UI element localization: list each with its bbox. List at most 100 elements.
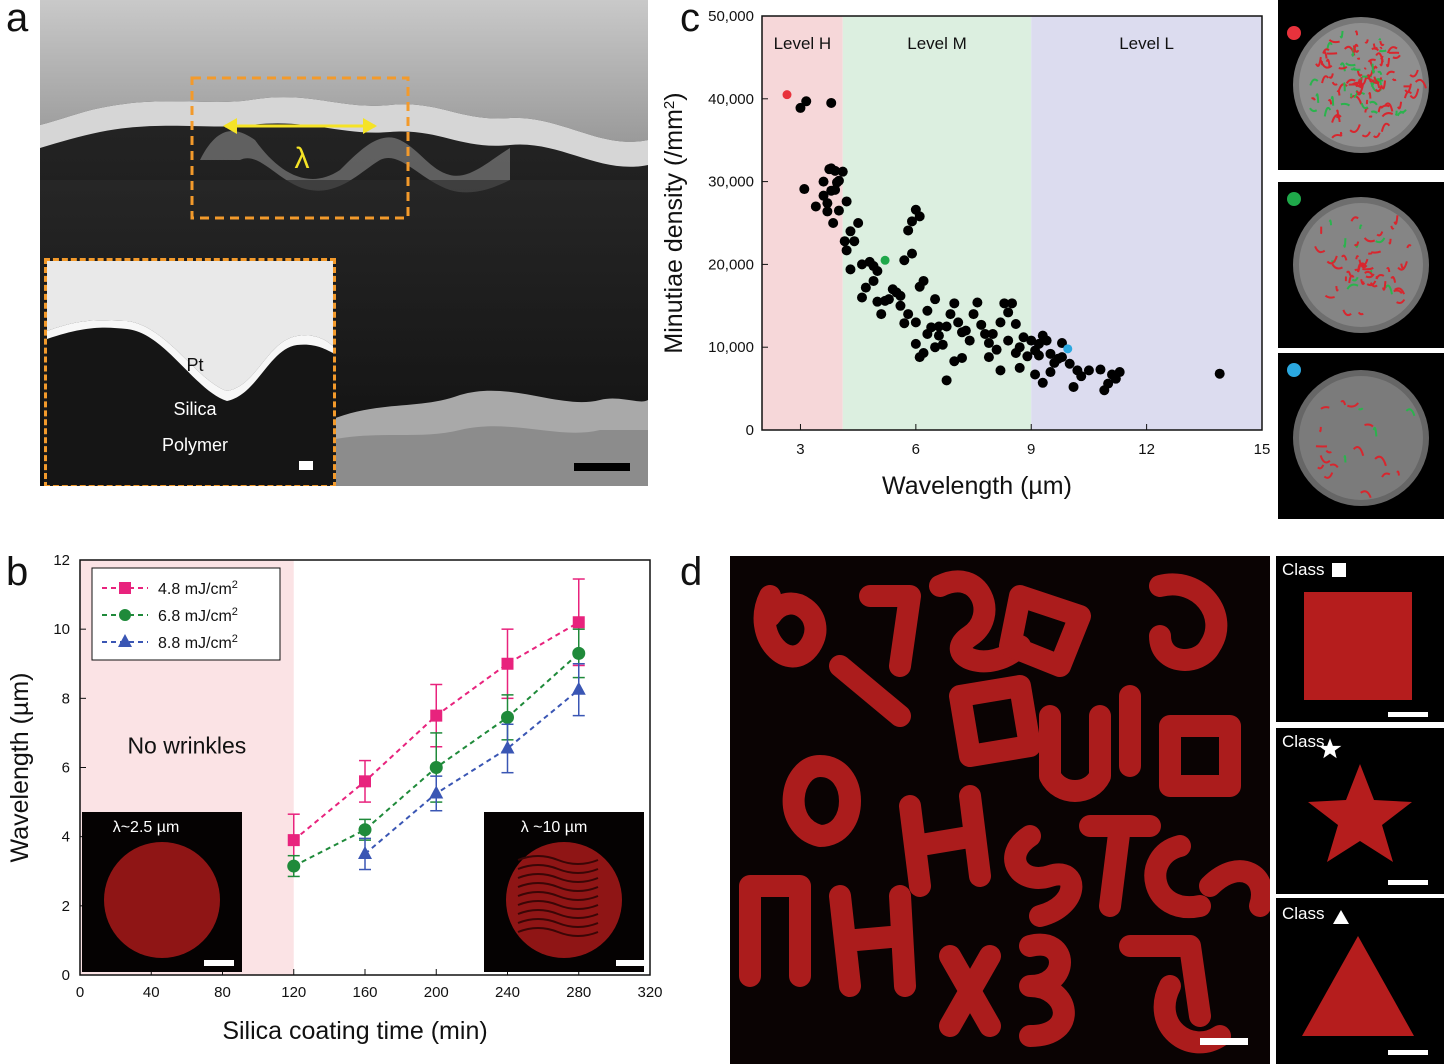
wrinkle-stroke — [1346, 402, 1359, 408]
inset-wrinkle — [517, 882, 599, 892]
wrinkle-stroke — [1325, 450, 1332, 454]
wrinkle-stroke — [1364, 39, 1369, 44]
class-star-label: Class — [1282, 732, 1325, 751]
y-tick-label-c: 30,000 — [708, 174, 754, 191]
wrinkle-stroke — [1321, 75, 1330, 84]
data-point-c — [1003, 335, 1014, 346]
data-point-c — [999, 298, 1010, 309]
data-point-c — [899, 318, 910, 329]
class-triangle-label: Class — [1282, 904, 1325, 923]
wrinkle-stroke — [1330, 95, 1335, 106]
wrinkle-stroke — [1309, 78, 1319, 86]
marker-circle — [287, 859, 301, 873]
wrinkle-stroke — [1360, 490, 1372, 499]
legend-label-sup: 2 — [232, 606, 238, 618]
data-point-c — [910, 317, 921, 328]
scale-bar-triangle — [1388, 1050, 1428, 1055]
wrinkle-stroke — [1381, 472, 1391, 478]
scatter-chart-c: Level H Level M Level L 3 6 9 12 15 0 10,000 20,00… — [660, 8, 1270, 500]
data-point-c — [945, 309, 956, 320]
y-tick-label-c: 50,000 — [708, 8, 754, 25]
data-point-c — [976, 319, 987, 330]
legend-label: 8.8 mJ/cm2 — [158, 633, 238, 652]
data-point-c — [1003, 307, 1014, 318]
wrinkle-stroke — [1328, 73, 1334, 79]
scale-bar-square — [1388, 712, 1428, 717]
pattern-high — [1278, 0, 1444, 170]
data-point-c — [914, 211, 925, 222]
wrinkle-stroke — [1314, 245, 1326, 254]
wrinkle-stroke — [1362, 267, 1374, 271]
legend-label-sup: 2 — [232, 579, 238, 591]
data-point-c — [1045, 367, 1056, 378]
y-tick-label-b: 2 — [62, 898, 70, 915]
wrinkle-stroke — [1315, 56, 1322, 67]
data-point-c — [841, 196, 852, 207]
wrinkle-stroke — [1372, 43, 1378, 50]
inset-label-polymer: Polymer — [162, 435, 228, 455]
zoom-region-box — [190, 76, 410, 220]
wrinkle-stroke — [1381, 112, 1394, 118]
scale-bar-d — [1200, 1038, 1248, 1045]
x-axis-label-c: Wavelength (µm) — [882, 472, 1072, 500]
data-point-c — [941, 375, 952, 386]
wrinkle-stroke — [1342, 309, 1352, 317]
wrinkle-stroke — [1381, 281, 1387, 291]
wrinkle-stroke — [1385, 57, 1391, 68]
y-tick-label-b: 4 — [62, 829, 70, 846]
wrinkle-stroke — [1354, 30, 1359, 36]
wrinkle-stroke — [1360, 279, 1366, 285]
data-point-c — [868, 275, 879, 286]
wrinkle-stroke — [1414, 78, 1427, 89]
wrinkle-stroke — [1329, 463, 1339, 469]
y-axis-label-sup-c: 2 — [661, 101, 678, 109]
no-wrinkles-label: No wrinkles — [127, 733, 246, 759]
marker-triangle — [358, 845, 372, 859]
triangle-class-icon — [1333, 910, 1349, 924]
legend-label-sup: 2 — [232, 633, 238, 645]
data-point-c — [872, 296, 883, 307]
wrinkle-stroke — [1357, 311, 1364, 316]
data-point-c — [1018, 332, 1029, 343]
data-point-c — [1037, 377, 1048, 388]
x-tick-label-c: 9 — [1027, 441, 1035, 458]
wrinkle-stroke — [1367, 58, 1376, 63]
wrinkle-stroke — [1409, 69, 1419, 78]
data-point-c — [933, 321, 944, 332]
data-point-c — [995, 365, 1006, 376]
wrinkle-stroke — [1390, 276, 1397, 283]
legend-marker — [119, 582, 131, 594]
highlight-point-red — [782, 90, 792, 100]
data-point-c — [818, 190, 829, 201]
wrinkle-stroke — [1374, 84, 1383, 93]
inset-wrinkle — [517, 927, 599, 937]
data-point-c — [795, 102, 806, 113]
wrinkle-stroke — [1377, 105, 1384, 113]
data-point-c — [949, 356, 960, 367]
data-point-c — [849, 236, 860, 247]
data-point-c — [1007, 298, 1017, 309]
data-point-c — [826, 163, 837, 174]
x-tick-label-b: 200 — [424, 984, 449, 1001]
data-point-c — [941, 321, 952, 332]
highlight-point-green — [880, 255, 890, 265]
y-tick-label-b: 0 — [62, 967, 70, 984]
star-class-icon — [1318, 738, 1342, 759]
inset-tem: Pt Silica Polymer — [44, 258, 336, 486]
data-point-c — [853, 218, 864, 228]
panel-d-letter: d — [680, 550, 703, 594]
y-axis-label-c: Minutiae density (/mm2) — [660, 92, 688, 353]
wrinkle-stroke — [1360, 102, 1369, 110]
data-point-c — [949, 298, 960, 309]
wrinkle-stroke — [1350, 216, 1359, 222]
class-star-panel: Class — [1276, 728, 1444, 894]
x-tick-label-b: 80 — [214, 984, 231, 1001]
data-point-c — [857, 259, 867, 270]
x-tick-label-c: 3 — [796, 441, 804, 458]
data-point-c — [937, 339, 948, 350]
series-line-2 — [364, 688, 580, 855]
pattern-mid — [1278, 182, 1444, 348]
data-point-c — [991, 344, 1002, 355]
data-point-c — [887, 284, 898, 295]
data-point-c — [899, 255, 910, 266]
